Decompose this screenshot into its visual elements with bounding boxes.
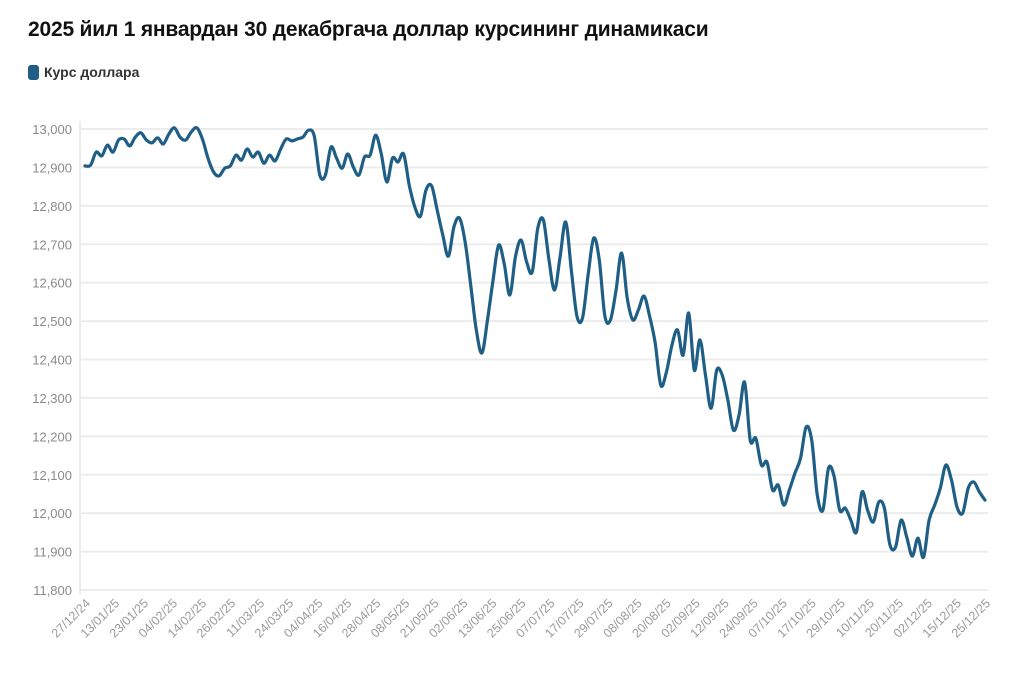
- y-tick-label: 11,900: [33, 545, 72, 560]
- y-tick-label: 12,600: [32, 276, 72, 291]
- legend-label: Курс доллара: [44, 64, 140, 80]
- y-tick-label: 12,700: [32, 237, 72, 252]
- chart-title: 2025 йил 1 январдан 30 декабргача доллар…: [28, 18, 709, 41]
- y-tick-label: 12,900: [32, 160, 72, 175]
- legend: Курс доллара: [28, 64, 139, 80]
- series-lines: [83, 126, 987, 559]
- gridlines: [79, 121, 988, 594]
- y-axis-ticks: 13,000 12,900 12,800 12,700 12,600 12,500 12,4…: [32, 122, 72, 598]
- y-tick-label: 12,800: [32, 199, 72, 214]
- y-tick-label: 12,200: [32, 429, 72, 444]
- y-tick-label: 12,000: [32, 506, 72, 521]
- y-tick-label: 13,000: [32, 122, 72, 137]
- y-tick-label: 12,300: [32, 391, 72, 406]
- x-axis-ticks: 27/12/2413/01/2523/01/2504/02/2514/02/25…: [49, 596, 993, 640]
- series-line-usd-rate: [83, 126, 987, 559]
- legend-swatch-icon: [28, 64, 39, 80]
- y-tick-label: 12,100: [32, 468, 72, 483]
- y-tick-label: 12,500: [32, 314, 72, 329]
- y-tick-label: 11,800: [33, 583, 72, 598]
- y-tick-label: 12,400: [32, 353, 72, 368]
